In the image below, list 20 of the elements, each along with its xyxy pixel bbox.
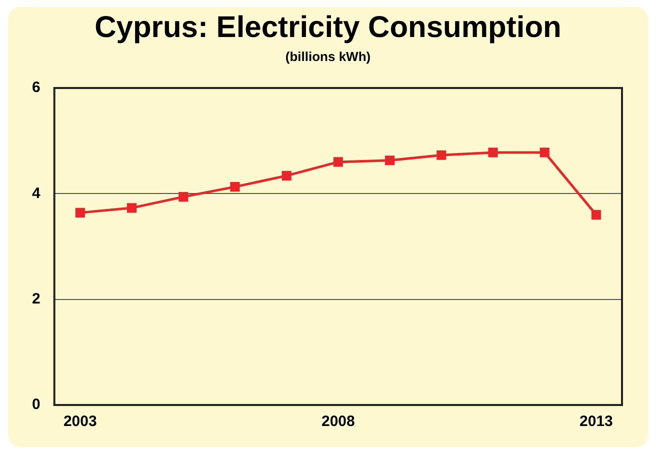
chart-title: Cyprus: Electricity Consumption xyxy=(94,11,562,45)
point xyxy=(591,210,601,220)
y-tick-label: 2 xyxy=(32,290,40,308)
point xyxy=(488,148,498,158)
y-tick-label: 0 xyxy=(32,396,40,414)
x-tick-label: 2013 xyxy=(580,413,613,430)
point xyxy=(178,192,188,202)
y-tick-label: 4 xyxy=(32,184,41,202)
y-tick-label: 6 xyxy=(32,79,40,96)
point xyxy=(384,156,395,166)
chart-subtitle: (billions kWh) xyxy=(284,49,372,64)
point xyxy=(75,208,85,218)
point xyxy=(230,182,240,192)
point xyxy=(333,157,343,167)
point xyxy=(282,170,292,180)
point xyxy=(126,203,137,213)
point xyxy=(436,150,446,160)
x-tick-label: 2003 xyxy=(63,413,97,430)
point xyxy=(540,148,550,158)
x-tick-label: 2008 xyxy=(321,413,355,430)
